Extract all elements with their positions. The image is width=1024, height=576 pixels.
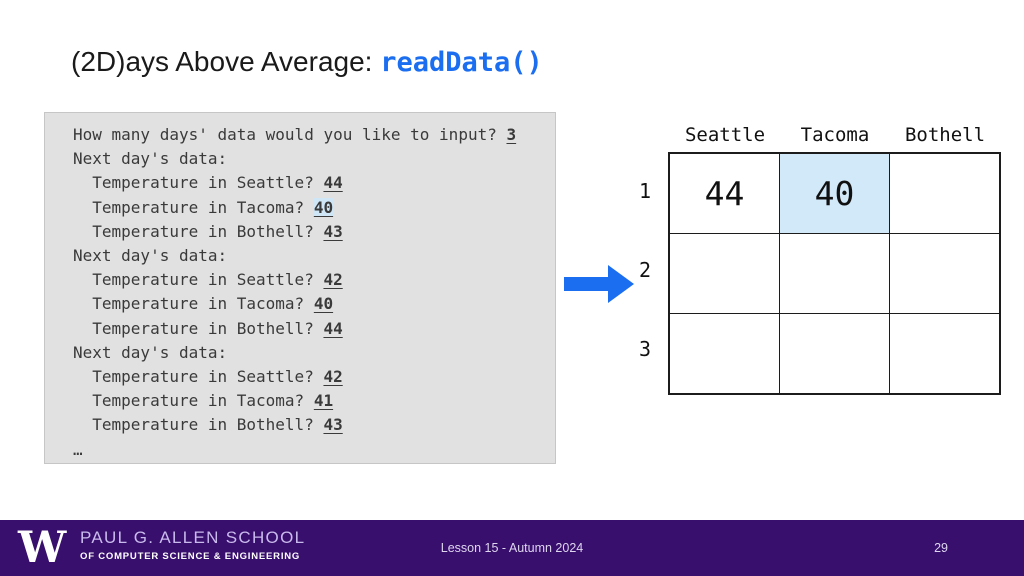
footer-bar: W PAUL G. ALLEN SCHOOL OF COMPUTER SCIEN…	[0, 520, 1024, 576]
table-column-headers: Seattle Tacoma Bothell	[670, 124, 1000, 146]
school-subtitle: OF COMPUTER SCIENCE & ENGINEERING	[80, 551, 301, 562]
table-row	[668, 313, 1001, 395]
page-number: 29	[934, 541, 948, 555]
console-prompt-text: How many days' data would you like to in…	[73, 125, 507, 144]
table-cell: 44	[668, 152, 780, 234]
console-prompt-text: Temperature in Bothell?	[73, 221, 324, 241]
column-header-tacoma: Tacoma	[800, 124, 870, 146]
console-prompt-text: Temperature in Tacoma?	[73, 197, 314, 217]
temperature-table: 44 40	[668, 152, 1001, 395]
table-cell	[779, 313, 890, 395]
console-prompt-text: …	[73, 439, 83, 459]
title-method-name: readData()	[380, 47, 543, 78]
table-row-labels: 1 2 3	[630, 152, 660, 389]
console-line: Next day's data:	[73, 147, 555, 171]
table-cell	[889, 313, 1001, 395]
console-user-input: 42	[323, 367, 343, 387]
console-prompt-text: Temperature in Bothell?	[73, 318, 324, 338]
console-line: Temperature in Tacoma? 40	[73, 196, 555, 220]
lesson-label: Lesson 15 - Autumn 2024	[440, 541, 584, 555]
console-line: How many days' data would you like to in…	[73, 123, 555, 147]
row-label: 1	[638, 179, 652, 203]
console-line: Temperature in Seattle? 42	[73, 365, 555, 389]
school-name: PAUL G. ALLEN SCHOOL	[80, 528, 306, 547]
console-user-input: 41	[313, 391, 334, 411]
console-line: Temperature in Tacoma? 40	[73, 292, 555, 316]
console-user-input: 42	[323, 270, 343, 290]
table-cell	[889, 152, 1001, 234]
console-prompt-text: Next day's data:	[73, 149, 228, 169]
console-line: Temperature in Bothell? 43	[73, 413, 555, 437]
console-line: …	[73, 438, 555, 462]
table-cell: 40	[779, 152, 890, 234]
row-label: 2	[638, 258, 652, 282]
table-cell	[668, 313, 780, 395]
console-line: Temperature in Bothell? 44	[73, 317, 555, 341]
page-title: (2D)ays Above Average: readData()	[71, 46, 543, 78]
table-cell	[779, 233, 890, 314]
uw-logo: W	[18, 523, 67, 573]
console-line: Next day's data:	[73, 341, 555, 365]
right-arrow-icon	[564, 265, 634, 303]
table-cell	[889, 233, 1001, 314]
console-user-input: 40	[313, 197, 334, 217]
console-user-input: 43	[323, 415, 343, 435]
console-prompt-text: Temperature in Seattle?	[73, 270, 324, 290]
console-user-input: 44	[323, 173, 343, 193]
row-label: 3	[638, 337, 652, 361]
console-line: Temperature in Bothell? 43	[73, 220, 555, 244]
console-prompt-text: Temperature in Seattle?	[73, 367, 324, 387]
table-cell	[668, 233, 780, 314]
column-header-seattle: Seattle	[684, 124, 766, 146]
console-prompt-text: Next day's data:	[73, 342, 228, 362]
console-line: Temperature in Tacoma? 41	[73, 389, 555, 413]
table-row	[668, 233, 1001, 314]
table-row: 44 40	[668, 152, 1001, 234]
console-user-input: 43	[323, 221, 343, 241]
console-output-box: How many days' data would you like to in…	[44, 112, 556, 464]
school-branding: PAUL G. ALLEN SCHOOL OF COMPUTER SCIENCE…	[80, 528, 305, 562]
console-user-input: 44	[323, 318, 343, 338]
console-prompt-text: Temperature in Tacoma?	[73, 391, 314, 411]
console-user-input: 3	[506, 125, 517, 144]
console-line: Temperature in Seattle? 42	[73, 268, 555, 292]
column-header-bothell: Bothell	[904, 124, 986, 146]
console-line: Next day's data:	[73, 244, 555, 268]
title-text: (2D)ays Above Average:	[71, 46, 381, 77]
console-line: Temperature in Seattle? 44	[73, 171, 555, 195]
console-prompt-text: Temperature in Tacoma?	[73, 294, 314, 314]
console-user-input: 40	[313, 294, 334, 314]
console-prompt-text: Temperature in Bothell?	[73, 415, 324, 435]
console-prompt-text: Next day's data:	[73, 246, 228, 266]
console-prompt-text: Temperature in Seattle?	[73, 173, 324, 193]
